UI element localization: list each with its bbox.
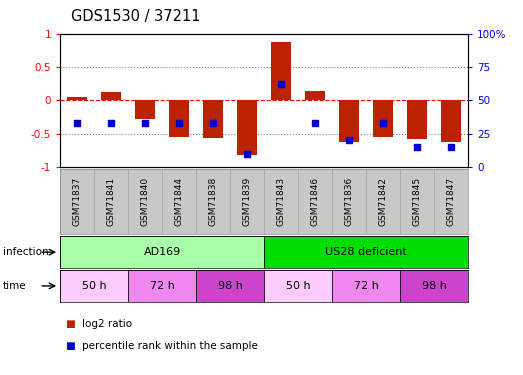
Bar [332,270,400,302]
FancyBboxPatch shape [400,169,434,234]
Text: GSM71838: GSM71838 [209,177,218,226]
Text: 72 h: 72 h [354,281,379,291]
Text: ■: ■ [65,341,75,351]
Text: AD169: AD169 [143,247,181,257]
Point [73,120,82,126]
Bar [407,100,427,139]
Text: GSM71839: GSM71839 [243,177,252,226]
Text: GSM71841: GSM71841 [107,177,116,226]
Text: GDS1530 / 37211: GDS1530 / 37211 [71,9,200,24]
Text: 98 h: 98 h [422,281,447,291]
Point [447,144,456,150]
Text: GSM71844: GSM71844 [175,177,184,226]
Bar [305,91,325,101]
Point [175,120,184,126]
FancyBboxPatch shape [298,169,332,234]
FancyBboxPatch shape [196,169,230,234]
Text: US28 deficient: US28 deficient [325,247,407,257]
Bar [264,270,332,302]
Bar [169,100,189,137]
Text: infection: infection [3,247,48,257]
Bar [60,236,264,268]
Text: 72 h: 72 h [150,281,175,291]
Bar [373,100,393,137]
Text: percentile rank within the sample: percentile rank within the sample [82,341,258,351]
Text: 50 h: 50 h [286,281,311,291]
Bar [135,100,155,119]
Point [345,137,354,143]
Bar [101,92,121,100]
FancyBboxPatch shape [162,169,196,234]
Point [311,120,320,126]
FancyBboxPatch shape [332,169,366,234]
Text: GSM71846: GSM71846 [311,177,320,226]
Bar [196,270,264,302]
Text: 50 h: 50 h [82,281,107,291]
Bar [264,236,468,268]
Bar [271,42,291,100]
Text: log2 ratio: log2 ratio [82,320,132,329]
Text: ■: ■ [65,320,75,329]
Bar [67,97,87,100]
FancyBboxPatch shape [434,169,468,234]
Text: time: time [3,281,26,291]
Point [413,144,422,150]
Point [141,120,150,126]
Point [209,120,218,126]
Point [243,150,252,157]
Text: GSM71843: GSM71843 [277,177,286,226]
FancyBboxPatch shape [128,169,162,234]
Text: 98 h: 98 h [218,281,243,291]
Bar [441,100,461,142]
Bar [237,100,257,155]
Text: GSM71837: GSM71837 [73,177,82,226]
Point [277,81,286,87]
Bar [400,270,468,302]
Text: GSM71840: GSM71840 [141,177,150,226]
FancyBboxPatch shape [94,169,128,234]
Text: GSM71847: GSM71847 [447,177,456,226]
Text: GSM71845: GSM71845 [413,177,422,226]
Point [107,120,116,126]
FancyBboxPatch shape [366,169,400,234]
Bar [339,100,359,142]
Text: GSM71836: GSM71836 [345,177,354,226]
Bar [203,100,223,138]
FancyBboxPatch shape [264,169,298,234]
Text: GSM71842: GSM71842 [379,177,388,226]
Bar [128,270,196,302]
FancyBboxPatch shape [60,169,94,234]
Point [379,120,388,126]
FancyBboxPatch shape [230,169,264,234]
Bar [60,270,128,302]
